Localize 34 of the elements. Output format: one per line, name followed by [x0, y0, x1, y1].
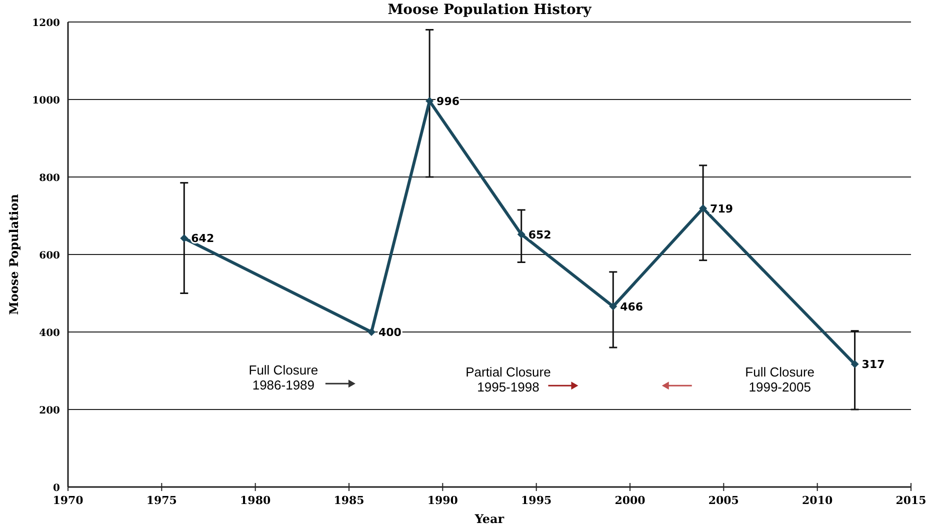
point: [699, 204, 708, 212]
data-label: 466: [620, 300, 644, 314]
x-tick-label: 2005: [708, 494, 739, 507]
y-tick-label: 0: [53, 483, 60, 494]
x-tick-label: 2010: [802, 494, 833, 507]
x-tick-label: 2000: [614, 494, 646, 507]
y-tick-label: 400: [39, 328, 60, 339]
x-tick-label: 1975: [146, 494, 177, 507]
y-tick-label: 800: [39, 173, 60, 184]
annotation: Partial Closure 1995-1998: [466, 364, 551, 395]
x-tick-label: 1980: [240, 494, 271, 507]
point: [367, 328, 376, 336]
data-label: 719: [710, 202, 734, 216]
data-label: 642: [191, 232, 214, 246]
y-tick-label: 1000: [32, 96, 60, 106]
data-label: 652: [528, 228, 552, 242]
x-tick-label: 1985: [334, 494, 364, 507]
point: [609, 302, 618, 310]
annotation: Full Closure 1999-2005: [745, 364, 815, 395]
y-tick-label: 600: [39, 250, 60, 262]
x-tick-label: 2015: [896, 494, 926, 507]
x-axis-title: Year: [474, 512, 505, 526]
x-tick-label: 1990: [427, 494, 458, 507]
point: [850, 360, 859, 368]
annotation: Full Closure 1986-1989: [248, 362, 318, 393]
x-tick-label: 1970: [52, 494, 84, 507]
y-tick-label: 200: [39, 406, 60, 416]
chart-title: Moose Population History: [388, 2, 592, 18]
point: [517, 230, 526, 238]
y-tick-label: 1200: [32, 18, 60, 29]
point: [180, 234, 188, 242]
y-axis-title: Moose Population: [7, 194, 21, 315]
x-tick-label: 1995: [521, 494, 552, 507]
data-label: 317: [862, 358, 885, 372]
